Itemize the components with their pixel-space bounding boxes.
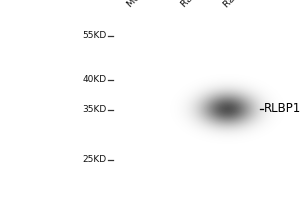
Bar	[112, 14, 153, 186]
Text: 35KD: 35KD	[82, 106, 106, 114]
Text: Rat eye: Rat eye	[180, 0, 212, 9]
Text: 25KD: 25KD	[82, 156, 106, 164]
Bar	[158, 14, 261, 186]
Text: Mouse eye: Mouse eye	[126, 0, 168, 9]
Text: Rat brain: Rat brain	[222, 0, 259, 9]
Text: RLBP1: RLBP1	[264, 102, 300, 116]
Bar	[153, 14, 158, 186]
Text: 40KD: 40KD	[82, 75, 106, 84]
Text: 55KD: 55KD	[82, 31, 106, 40]
